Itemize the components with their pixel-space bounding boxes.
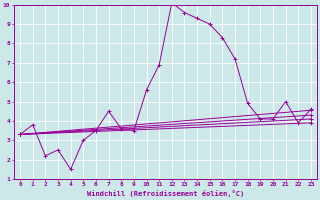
X-axis label: Windchill (Refroidissement éolien,°C): Windchill (Refroidissement éolien,°C) bbox=[87, 190, 244, 197]
